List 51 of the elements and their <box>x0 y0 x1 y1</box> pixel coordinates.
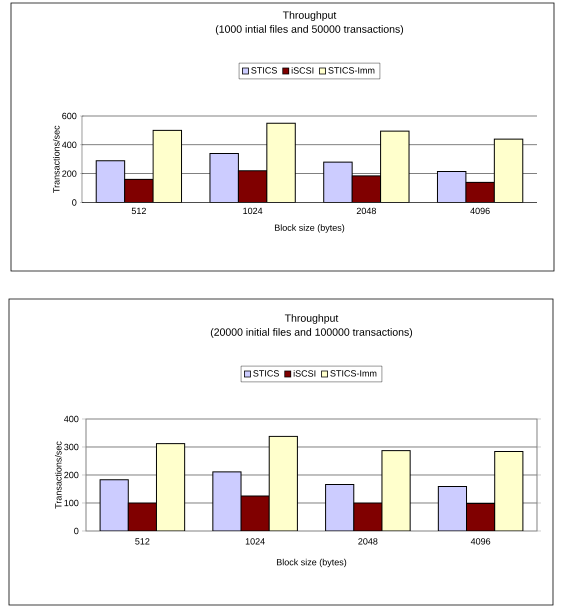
bar <box>124 178 154 202</box>
x-tick-label: 512 <box>132 208 146 214</box>
x-tick-label: 4096 <box>470 538 490 545</box>
bar <box>238 170 268 202</box>
bar <box>152 130 182 202</box>
x-axis-title: Block size (bytes) <box>276 558 346 568</box>
y-axis-title: Transactions/sec <box>54 441 62 509</box>
bar <box>128 502 157 531</box>
y-tick-label: 100 <box>64 500 78 506</box>
chart-title: Throughput <box>282 11 336 21</box>
legend-label: STICS-Imm <box>328 67 374 74</box>
y-tick-label: 400 <box>64 416 78 422</box>
x-tick-label: 512 <box>135 538 150 545</box>
bar <box>465 182 495 202</box>
y-tick-label: 600 <box>62 112 76 120</box>
legend-label: iSCSI <box>292 67 314 74</box>
bar <box>352 175 382 202</box>
x-axis-title: Block size (bytes) <box>274 224 344 233</box>
bar <box>466 503 496 531</box>
x-tick-label: 2048 <box>358 538 378 545</box>
bar <box>380 130 410 202</box>
bar <box>494 138 524 202</box>
legend-label: STICS <box>251 67 277 74</box>
x-tick-label: 1024 <box>246 538 265 545</box>
bar <box>325 484 354 531</box>
y-tick-label: 200 <box>62 170 76 177</box>
y-tick-label: 200 <box>64 472 78 478</box>
chart-title: Throughput <box>284 314 338 324</box>
y-tick-label: 0 <box>74 528 78 534</box>
bar <box>438 486 468 531</box>
legend-label: STICS-Imm <box>330 370 376 377</box>
bar <box>212 472 242 531</box>
y-axis-title: Transactions/sec <box>52 126 60 193</box>
y-tick-label: 400 <box>62 142 76 148</box>
bar <box>100 479 129 531</box>
bar <box>266 122 296 202</box>
x-tick-label: 4096 <box>470 208 490 214</box>
bar <box>156 443 186 531</box>
bar <box>269 436 298 531</box>
chart-subtitle: (20000 initial files and 100000 transactions) <box>210 328 412 338</box>
bar <box>353 502 382 531</box>
x-tick-label: 2048 <box>356 208 376 214</box>
bar <box>494 450 524 531</box>
legend-label: STICS <box>253 370 279 377</box>
x-tick-label: 1024 <box>243 208 262 214</box>
chart-subtitle: (1000 intial files and 50000 transactions) <box>216 25 404 35</box>
y-tick-label: 0 <box>72 199 76 206</box>
bar <box>241 496 270 531</box>
y-tick-label: 300 <box>64 444 78 450</box>
legend-label: iSCSI <box>294 370 316 377</box>
bar <box>381 450 411 531</box>
